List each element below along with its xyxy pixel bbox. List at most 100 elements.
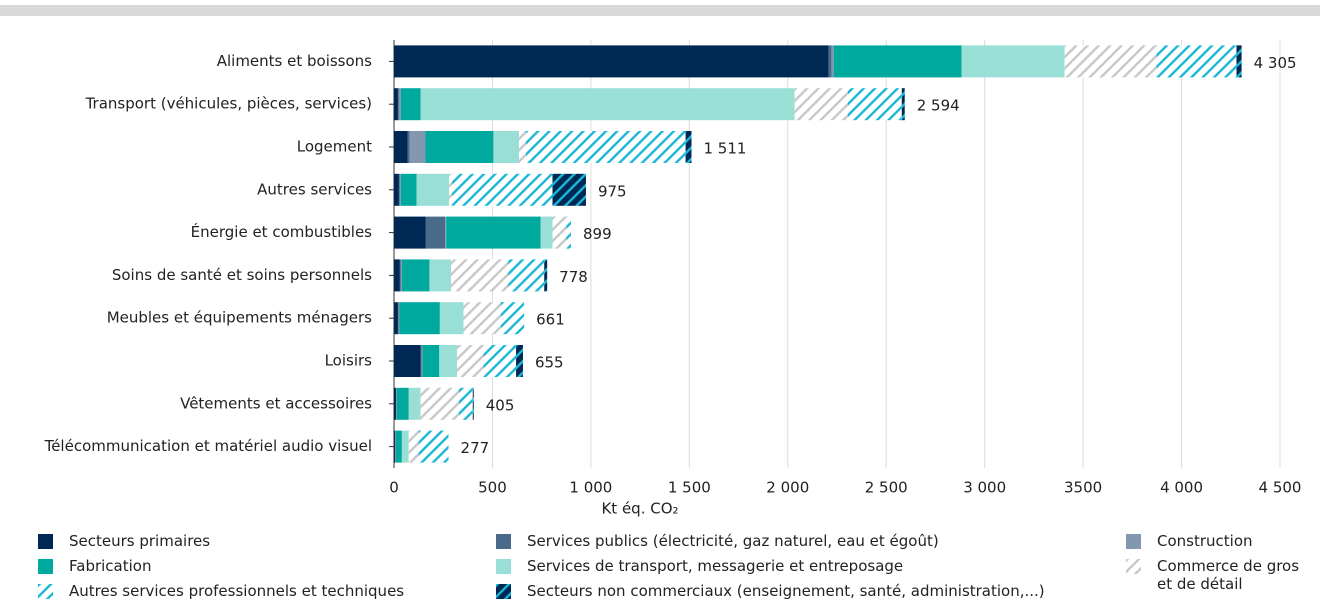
legend-item: Secteurs non commerciaux (enseignement, … xyxy=(496,582,1045,600)
bar-segment xyxy=(544,259,548,292)
legend-swatch xyxy=(496,559,511,574)
bar-segment xyxy=(421,345,423,377)
legend-swatch xyxy=(496,534,511,549)
bar-segment xyxy=(397,88,399,121)
bar-segment xyxy=(463,302,501,335)
legend-swatch xyxy=(38,584,53,599)
x-tick-label: 1 500 xyxy=(668,479,711,497)
bar-segment xyxy=(394,88,398,121)
y-tick-label: Énergie et combustibles xyxy=(191,222,373,241)
y-tick-label: Logement xyxy=(297,138,372,156)
bar-segment xyxy=(408,387,421,420)
legend-swatch xyxy=(38,559,53,574)
x-axis-label: Kt éq. CO₂ xyxy=(601,500,678,518)
value-label: 277 xyxy=(461,439,490,457)
bar-segment xyxy=(394,345,421,377)
legend-swatch xyxy=(1126,559,1141,574)
x-tick-label: 4 500 xyxy=(1259,479,1302,497)
bar-segment xyxy=(401,430,409,463)
bar-segment xyxy=(400,259,402,292)
legend: Secteurs primaires Services publics (élec… xyxy=(38,532,1318,602)
bar-segment xyxy=(446,216,541,249)
bar-segment xyxy=(396,387,397,420)
bar-segment xyxy=(394,430,395,463)
legend-swatch-fill xyxy=(1126,534,1141,549)
y-tick-label: Loisirs xyxy=(325,352,373,370)
y-tick-label: Soins de santé et soins personnels xyxy=(112,266,372,284)
x-tick-label: 500 xyxy=(478,479,507,497)
chart: Kt éq. CO₂ 0 500 1 000 1 500 2 000 2 500 3 000… xyxy=(0,5,1320,518)
bar-segment xyxy=(439,302,464,335)
y-tick-label: Vêtements et accessoires xyxy=(180,394,372,412)
bar-segment xyxy=(439,345,458,377)
legend-swatch-fill xyxy=(38,584,53,599)
bar-segment xyxy=(394,387,396,420)
legend-label: Secteurs non commerciaux (enseignement, … xyxy=(527,582,1045,600)
bar-segment xyxy=(420,387,459,420)
legend-label: Services publics (électricité, gaz natur… xyxy=(527,532,939,550)
bar-segment xyxy=(407,131,410,163)
bar-segment xyxy=(458,387,473,420)
bar-segment xyxy=(400,173,417,206)
bar-segment xyxy=(398,302,400,335)
bar-segment xyxy=(1156,45,1237,78)
bar-segment xyxy=(566,216,572,249)
value-label: 975 xyxy=(598,182,627,200)
bar-segment xyxy=(397,302,399,335)
x-tick-label: 2 000 xyxy=(766,479,809,497)
y-tick-label: Autres services xyxy=(257,180,372,198)
x-tick-label: 0 xyxy=(389,479,399,497)
legend-item: Services publics (électricité, gaz natur… xyxy=(496,532,939,550)
x-tick-label: 3 000 xyxy=(963,479,1006,497)
bar-segment xyxy=(500,302,525,335)
bar-segment xyxy=(396,387,409,420)
bar-segment xyxy=(422,345,440,377)
value-label: 655 xyxy=(535,354,564,372)
legend-swatch xyxy=(38,534,53,549)
legend-swatch-fill xyxy=(496,559,511,574)
value-label: 661 xyxy=(536,311,565,329)
legend-label: Commerce de gros et de détail xyxy=(1157,557,1300,593)
bar-segment xyxy=(401,259,430,292)
legend-label: Construction xyxy=(1157,532,1253,550)
bar-segment xyxy=(483,345,517,377)
legend-label: Fabrication xyxy=(69,557,152,575)
bar-segment xyxy=(552,216,567,249)
bar-segment xyxy=(847,88,902,121)
bar-segment xyxy=(429,259,452,292)
y-tick-label: Meubles et équipements ménagers xyxy=(107,309,372,327)
bar-segment xyxy=(457,345,484,377)
bar-segment xyxy=(400,88,421,121)
bar-segment xyxy=(1236,45,1242,78)
value-label: 405 xyxy=(486,396,515,414)
legend-swatch-fill xyxy=(496,584,511,599)
legend-item: Construction xyxy=(1126,532,1253,550)
y-tick-label: Télécommunication et matériel audio visu… xyxy=(44,437,372,455)
bar-segment xyxy=(416,173,450,206)
bar-segment xyxy=(425,216,446,249)
bar-segment xyxy=(394,173,399,206)
top-band xyxy=(0,5,1320,16)
bar-segment xyxy=(493,131,520,163)
bar-segment xyxy=(961,45,1065,78)
bar-segment xyxy=(394,259,400,292)
bar-segment xyxy=(901,88,905,121)
x-tick-label: 1 000 xyxy=(569,479,612,497)
x-tick-label: 3500 xyxy=(1064,479,1102,497)
bar-segment xyxy=(408,430,419,463)
bar-segment xyxy=(394,45,829,78)
bar-segment xyxy=(828,45,832,78)
bar-segment xyxy=(833,45,962,78)
bar-segment xyxy=(394,216,426,249)
legend-swatch xyxy=(496,584,511,599)
legend-swatch xyxy=(1126,534,1141,549)
bar-segment xyxy=(409,131,426,163)
bar-segment xyxy=(552,173,586,206)
legend-item: Autres services professionnels et techni… xyxy=(38,582,404,600)
bar-segment xyxy=(794,88,848,121)
bar-segment xyxy=(398,88,401,121)
bar-segment xyxy=(399,302,440,335)
bar-segment xyxy=(449,173,453,206)
bar-segment xyxy=(525,131,686,163)
